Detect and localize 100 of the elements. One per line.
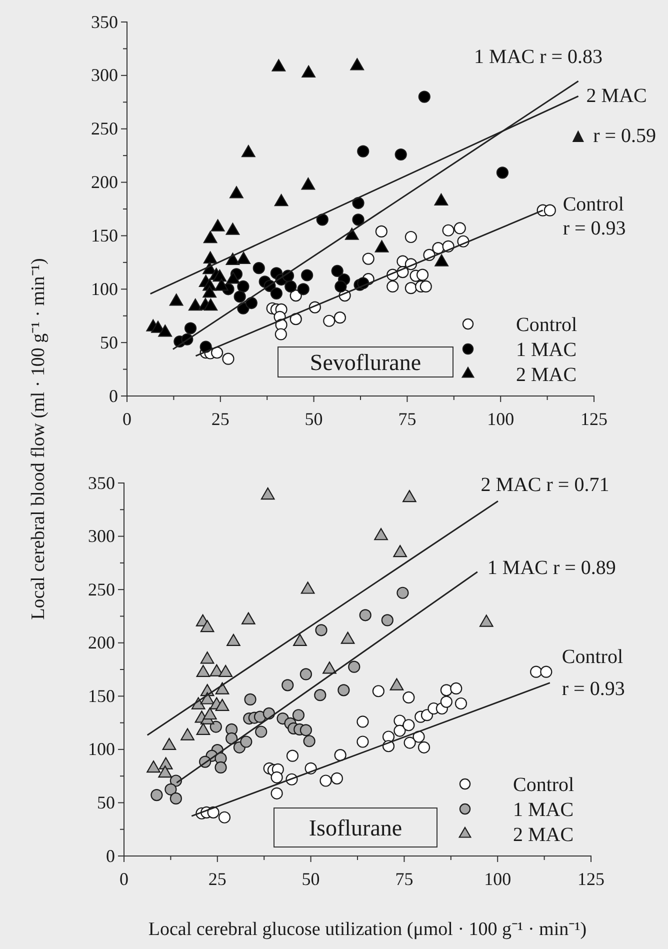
annotation: 2 MAC r = 0.71 — [480, 474, 610, 496]
text: Isoflurane — [308, 816, 402, 840]
point — [226, 732, 238, 744]
point — [270, 771, 283, 784]
legend-label: 2 MAC — [513, 824, 574, 846]
point — [242, 145, 256, 158]
point — [230, 186, 244, 198]
point — [356, 716, 369, 728]
legend-label: 2 MAC — [516, 364, 577, 386]
point — [350, 58, 364, 70]
point — [394, 724, 406, 737]
point — [164, 783, 177, 796]
point — [372, 685, 384, 698]
y-tick-label: 250 — [91, 118, 118, 139]
point — [150, 789, 163, 802]
point — [315, 624, 328, 636]
point — [293, 634, 307, 646]
point — [544, 204, 556, 216]
point — [412, 730, 425, 743]
point — [286, 750, 299, 762]
point — [244, 693, 256, 706]
point — [440, 696, 452, 708]
point — [255, 726, 268, 738]
point — [234, 290, 246, 303]
point — [226, 634, 240, 646]
point — [300, 724, 312, 736]
point — [245, 296, 258, 310]
point — [420, 280, 432, 293]
point — [418, 741, 430, 754]
x-tick-label: 50 — [302, 868, 320, 889]
point — [331, 264, 344, 278]
point — [454, 697, 468, 710]
point — [274, 194, 288, 206]
text: Sevoflurane — [310, 350, 422, 375]
annotation: r = 0.93 — [562, 217, 626, 240]
x-tick-label: 125 — [580, 408, 608, 429]
y-tick-label: 350 — [88, 472, 115, 493]
point — [196, 664, 210, 678]
y-tick-label: 350 — [91, 12, 118, 32]
y-axis-title: Local cerebral blood flow (ml · 100 g⁻¹ · min⁻¹) — [28, 258, 49, 620]
y-tick-label: 0 — [109, 386, 118, 406]
point — [340, 632, 355, 644]
point — [301, 269, 314, 282]
point — [454, 222, 466, 234]
point — [282, 679, 294, 692]
y-tick-label: 250 — [88, 579, 115, 600]
point — [416, 268, 429, 281]
point — [322, 662, 336, 674]
point — [170, 792, 182, 804]
point — [215, 698, 230, 712]
x-tick-label: 25 — [211, 408, 230, 429]
point — [530, 666, 542, 678]
legend-label: Control — [513, 774, 575, 796]
point — [300, 582, 315, 594]
point — [374, 528, 388, 540]
point — [272, 59, 286, 72]
point — [334, 749, 346, 762]
point — [237, 280, 250, 293]
point — [240, 736, 252, 748]
point — [540, 666, 552, 678]
point — [200, 620, 214, 632]
point — [362, 252, 374, 265]
point — [352, 196, 364, 210]
point — [284, 280, 297, 293]
point — [203, 707, 217, 720]
point — [402, 490, 416, 502]
x-tick-label: 75 — [398, 408, 416, 429]
point — [260, 487, 275, 500]
point — [434, 193, 448, 206]
legend-label: Control — [516, 314, 578, 336]
point — [393, 545, 407, 558]
point — [402, 719, 415, 732]
point — [359, 609, 372, 622]
x-tick-label: 125 — [578, 868, 604, 889]
point — [274, 328, 287, 340]
point — [375, 225, 388, 238]
y-tick-label: 0 — [106, 846, 115, 866]
y-tick-label: 50 — [100, 332, 118, 352]
y-tick-label: 200 — [91, 172, 118, 192]
point — [297, 283, 310, 296]
point — [292, 709, 305, 722]
x-tick-label: 75 — [395, 868, 414, 889]
point — [214, 761, 227, 774]
point — [210, 219, 225, 232]
point — [200, 692, 214, 704]
point — [440, 684, 452, 696]
point — [390, 678, 404, 690]
legend-label: 1 MAC — [516, 339, 577, 361]
point — [302, 65, 316, 78]
x-tick-label: 0 — [122, 408, 132, 429]
point — [386, 280, 399, 293]
point — [356, 736, 369, 748]
y-tick-label: 200 — [88, 632, 115, 653]
point — [242, 612, 256, 624]
point — [212, 270, 227, 282]
x-axis-title: Local cerebral glucose utilization (μmol · 100 g⁻¹ · min⁻¹) — [148, 919, 587, 940]
point — [396, 586, 409, 599]
point — [210, 346, 224, 359]
point — [290, 313, 302, 326]
annotation: 1 MAC r = 0.83 — [474, 46, 603, 68]
